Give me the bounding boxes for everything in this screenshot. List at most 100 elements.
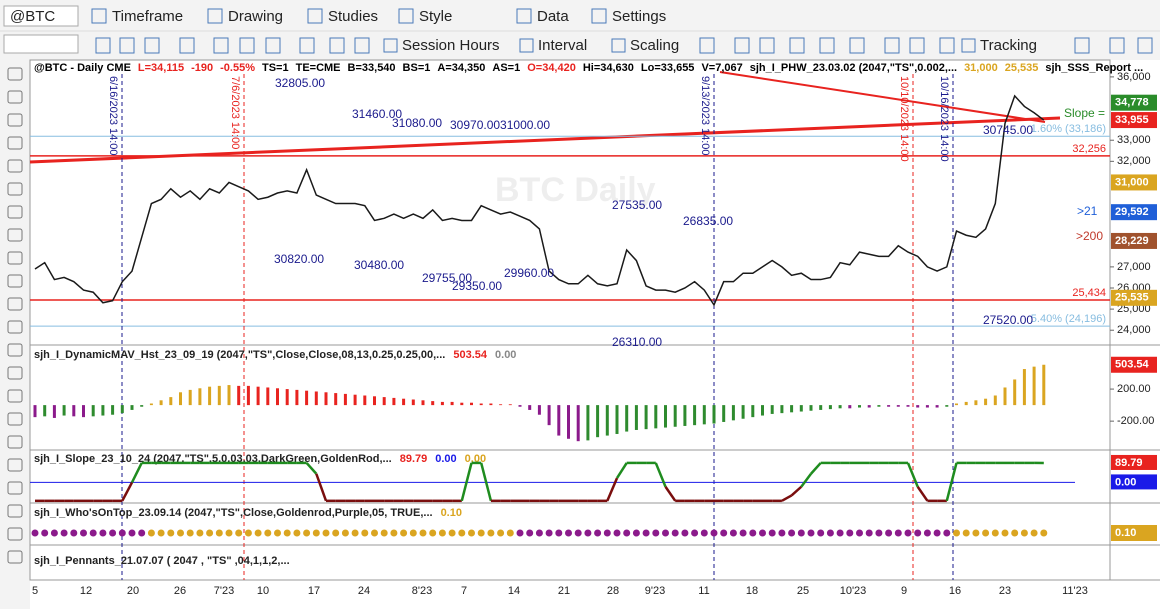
state-dot <box>41 530 48 537</box>
price-annotation: 30820.00 <box>274 252 324 266</box>
histogram-bar <box>751 405 754 417</box>
badge-label: 31,000 <box>1115 176 1149 188</box>
y-tick-label: 200.00 <box>1117 383 1151 395</box>
histogram-bar <box>877 405 880 407</box>
state-dot <box>536 530 543 537</box>
price-annotation: 30970.0031000.00 <box>450 118 550 132</box>
state-dot <box>1011 530 1018 537</box>
badge-label: 34,778 <box>1115 97 1149 109</box>
histogram-bar <box>965 402 968 405</box>
state-dot <box>914 530 921 537</box>
header-item: TS=1 <box>262 62 289 74</box>
price-annotation: 29960.00 <box>504 266 554 280</box>
header-item: BS=1 <box>403 62 431 74</box>
histogram-bar <box>683 405 686 426</box>
histogram-bar <box>1004 387 1007 405</box>
histogram-bar <box>761 405 764 415</box>
state-dot <box>235 530 242 537</box>
histogram-bar <box>645 405 648 429</box>
state-dot <box>837 530 844 537</box>
histogram-bar <box>616 405 619 434</box>
state-dot <box>507 530 514 537</box>
state-dot <box>681 530 688 537</box>
histogram-bar <box>101 405 104 415</box>
date-label: 7/6/2023 14:00 <box>229 76 241 149</box>
histogram-bar <box>519 405 522 407</box>
histogram-bar <box>538 405 541 415</box>
toolbar-button[interactable]: Interval <box>538 37 587 54</box>
histogram-bar <box>1013 379 1016 405</box>
state-dot <box>148 530 155 537</box>
state-dot <box>691 530 698 537</box>
histogram-bar <box>111 405 114 415</box>
price-annotation: 29350.00 <box>452 279 502 293</box>
state-dot <box>255 530 262 537</box>
side-label: Slope = <box>1064 106 1105 120</box>
histogram-bar <box>392 398 395 405</box>
state-dot <box>614 530 621 537</box>
toolbar-button[interactable]: Data <box>537 8 569 25</box>
date-label: 10/10/2023 14:00 <box>898 76 910 162</box>
price-annotation: 26835.00 <box>683 214 733 228</box>
header-item: Lo=33,655 <box>641 62 695 74</box>
histogram-bar <box>868 405 871 407</box>
x-tick-label: 20 <box>127 585 139 597</box>
symbol-text[interactable]: @BTC <box>10 8 55 25</box>
header-item: O=34,420 <box>527 62 576 74</box>
x-tick-label: 9 <box>901 585 907 597</box>
state-dot <box>264 530 271 537</box>
state-dot <box>924 530 931 537</box>
state-dot <box>468 530 475 537</box>
histogram-bar <box>237 386 240 405</box>
badge-label: 29,592 <box>1115 206 1149 218</box>
toolbar-button[interactable]: Session Hours <box>402 37 500 54</box>
state-dot <box>90 530 97 537</box>
state-dot <box>604 530 611 537</box>
histogram-bar <box>295 390 298 405</box>
toolbar-button[interactable]: Drawing <box>228 8 283 25</box>
state-dot <box>575 530 582 537</box>
state-dot <box>226 530 233 537</box>
pane-title: sjh_I_Who'sOnTop_23.09.14 (2047,"TS",Clo… <box>34 507 433 519</box>
level-label: 5.40% (24,196) <box>1031 313 1106 325</box>
histogram-bar <box>63 405 66 415</box>
state-dot <box>323 530 330 537</box>
state-dot <box>187 530 194 537</box>
x-tick-label: 16 <box>949 585 961 597</box>
state-dot <box>866 530 873 537</box>
toolbar-button[interactable]: Tracking <box>980 37 1037 54</box>
state-dot <box>992 530 999 537</box>
histogram-bar <box>218 386 221 405</box>
toolbar-button[interactable]: Timeframe <box>112 8 183 25</box>
toolbar-button[interactable]: Scaling <box>630 37 679 54</box>
dropdown-box[interactable] <box>4 35 78 53</box>
histogram-bar <box>160 400 163 405</box>
histogram-bar <box>276 388 279 405</box>
state-dot <box>633 530 640 537</box>
toolbar-button[interactable]: Style <box>419 8 452 25</box>
state-dot <box>740 530 747 537</box>
histogram-bar <box>557 405 560 435</box>
histogram-bar <box>945 405 948 407</box>
price-annotation: 27535.00 <box>612 198 662 212</box>
histogram-bar <box>586 405 589 440</box>
toolbar-button[interactable]: Settings <box>612 8 666 25</box>
badge-label: 28,229 <box>1115 235 1149 247</box>
state-dot <box>303 530 310 537</box>
histogram-bar <box>742 405 745 419</box>
readout: 0.00 <box>495 349 516 361</box>
header-item: 25,535 <box>1005 62 1039 74</box>
histogram-bar <box>664 405 667 427</box>
x-tick-label: 11 <box>698 585 709 597</box>
state-dot <box>594 530 601 537</box>
toolbar-button[interactable]: Studies <box>328 8 378 25</box>
state-dot <box>856 530 863 537</box>
side-toolbar <box>0 60 30 609</box>
state-dot <box>51 530 58 537</box>
header-item: AS=1 <box>492 62 520 74</box>
state-dot <box>1040 530 1047 537</box>
x-tick-label: 5 <box>32 585 38 597</box>
histogram-bar <box>1033 367 1036 405</box>
state-dot <box>905 530 912 537</box>
histogram-bar <box>810 405 813 411</box>
